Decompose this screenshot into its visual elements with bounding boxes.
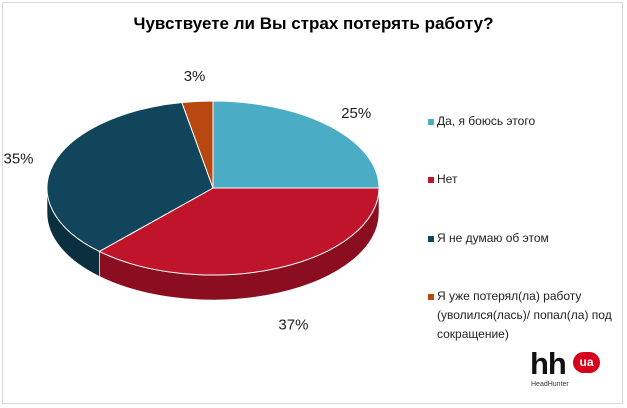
legend-label-no: Нет [437,172,458,186]
legend-swatch-no [428,177,434,183]
logo-hh-text: hh [530,346,567,381]
chart-frame [2,2,623,404]
pie-slice-already-lost [181,100,214,189]
legend-label-afraid: Да, я боюсь этого [437,114,536,128]
legend-item-no: Нет [428,170,615,189]
legend-label-dont-think: Я не думаю об этом [437,231,549,245]
legend-swatch-dont-think [428,236,434,242]
legend-item-dont-think: Я не думаю об этом [428,229,615,248]
data-label-dont-think: 35% [4,150,34,167]
headhunter-logo: hh ua HeadHunter [530,346,600,390]
legend-item-afraid: Да, я боюсь этого [428,112,615,131]
chart-title: Чувствуете ли Вы страх потерять работу? [133,14,494,33]
data-label-afraid: 25% [341,105,371,122]
legend-label-already-lost: Я уже потерял(ла) работу (уволился(лась)… [437,289,612,341]
logo-subtitle: HeadHunter [531,381,569,388]
logo-ua-badge: ua [573,352,600,373]
data-label-already-lost: 3% [184,68,206,85]
pie-slice-afraid [212,100,380,189]
pie-slice-no [98,187,380,276]
legend-swatch-afraid [428,119,434,125]
pie-slice-dont-think [46,102,214,252]
legend-item-already-lost: Я уже потерял(ла) работу (уволился(лась)… [428,287,615,344]
data-label-no: 37% [278,316,308,333]
legend-swatch-already-lost [428,294,434,300]
